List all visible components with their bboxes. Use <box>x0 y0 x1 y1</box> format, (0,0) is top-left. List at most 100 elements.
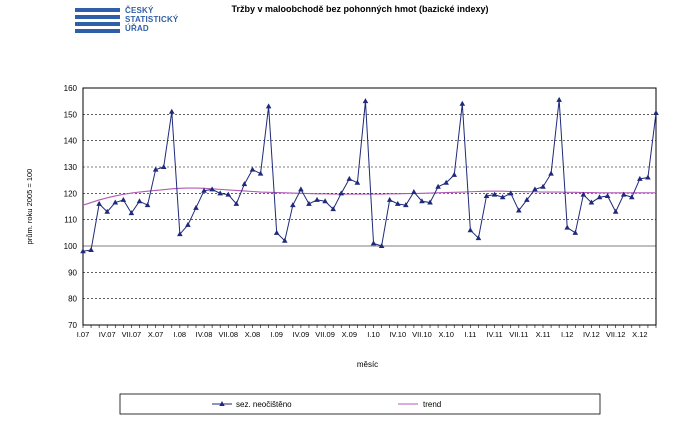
data-point <box>378 243 385 248</box>
data-point <box>209 186 215 192</box>
data-point <box>233 200 240 206</box>
chart-title: Tržby v maloobchodě bez pohonných hmot (… <box>231 4 489 14</box>
data-point <box>346 175 353 181</box>
data-point <box>168 108 175 114</box>
data-point <box>427 199 433 205</box>
data-point <box>564 224 571 230</box>
data-point <box>225 191 232 197</box>
y-tick-label: 140 <box>64 137 78 146</box>
x-tick-label: VII.08 <box>218 330 238 339</box>
x-tick-label: X.08 <box>245 330 260 339</box>
y-tick-label: 70 <box>68 321 77 330</box>
data-point <box>281 237 288 243</box>
y-tick-label: 120 <box>64 189 78 198</box>
data-point <box>241 181 248 187</box>
data-point <box>540 183 546 189</box>
data-point <box>306 200 312 206</box>
x-tick-label: IV.07 <box>99 330 116 339</box>
data-point <box>265 103 272 109</box>
y-tick-label: 130 <box>64 163 78 172</box>
data-point <box>273 229 280 235</box>
data-point <box>249 166 256 172</box>
data-point <box>314 196 320 202</box>
x-tick-label: IV.09 <box>292 330 309 339</box>
data-point <box>403 202 409 208</box>
data-point <box>96 200 102 206</box>
x-tick-label: I.10 <box>367 330 380 339</box>
czso-logo: ČESKÝ STATISTICKÝ ÚŘAD <box>75 6 195 36</box>
legend-label-trend: trend <box>423 400 441 409</box>
x-tick-label: I.08 <box>174 330 187 339</box>
data-point <box>322 198 328 204</box>
y-tick-label: 160 <box>64 84 78 93</box>
logo-line-1: ČESKÝ <box>125 6 154 15</box>
data-point <box>419 198 425 204</box>
x-tick-label: IV.12 <box>583 330 600 339</box>
logo-line-3: ÚŘAD <box>125 24 149 33</box>
data-point <box>637 175 643 181</box>
data-point <box>499 194 506 200</box>
data-point <box>136 198 143 204</box>
data-point <box>201 187 207 193</box>
x-tick-label: I.07 <box>77 330 90 339</box>
data-point <box>443 179 449 185</box>
data-point <box>338 190 345 196</box>
y-axis-label: prům. roku 2005 = 100 <box>25 169 34 245</box>
data-point <box>128 210 135 216</box>
data-point <box>580 191 587 197</box>
data-point <box>120 196 127 202</box>
data-point <box>588 199 595 205</box>
x-tick-label: X.07 <box>148 330 163 339</box>
y-tick-label: 80 <box>68 295 77 304</box>
data-point <box>556 96 562 102</box>
data-point <box>467 227 474 233</box>
data-point <box>596 194 603 200</box>
data-point <box>612 208 619 214</box>
data-point <box>475 235 482 241</box>
data-point <box>160 164 167 169</box>
data-point <box>548 170 554 176</box>
data-point <box>628 194 635 200</box>
x-tick-label: IV.11 <box>486 330 502 339</box>
data-point <box>177 231 183 237</box>
data-point <box>653 110 659 116</box>
data-point <box>217 190 223 196</box>
legend-box <box>119 393 601 415</box>
data-point <box>370 240 377 246</box>
data-point <box>112 199 119 205</box>
x-tick-label: X.10 <box>438 330 453 339</box>
data-point <box>193 204 199 210</box>
data-point <box>354 179 361 185</box>
data-point <box>290 202 296 208</box>
data-point <box>620 191 627 197</box>
data-point <box>144 202 151 208</box>
data-point <box>152 166 159 172</box>
data-point <box>532 186 538 192</box>
x-tick-label: X.11 <box>536 330 551 339</box>
x-tick-label: VII.07 <box>122 330 142 339</box>
data-point <box>88 246 94 252</box>
data-point <box>298 186 304 192</box>
y-tick-label: 150 <box>64 110 78 119</box>
data-point <box>459 100 466 106</box>
x-tick-label: I.11 <box>464 330 476 339</box>
data-point <box>451 171 458 177</box>
x-tick-label: I.12 <box>561 330 574 339</box>
logo-stripes <box>75 8 120 36</box>
data-point <box>80 248 86 254</box>
data-point <box>604 192 611 198</box>
data-point <box>411 189 417 195</box>
data-point <box>394 200 401 206</box>
data-point <box>572 229 579 235</box>
x-tick-label: VII.11 <box>509 330 528 339</box>
data-point <box>104 208 111 214</box>
x-tick-label: X.12 <box>632 330 647 339</box>
data-point <box>507 190 514 196</box>
x-tick-label: X.09 <box>342 330 357 339</box>
logo-line-2: STATISTICKÝ <box>125 15 179 24</box>
data-point <box>524 196 530 202</box>
data-point <box>330 206 336 212</box>
data-point <box>645 174 651 180</box>
plot-area <box>82 87 657 326</box>
